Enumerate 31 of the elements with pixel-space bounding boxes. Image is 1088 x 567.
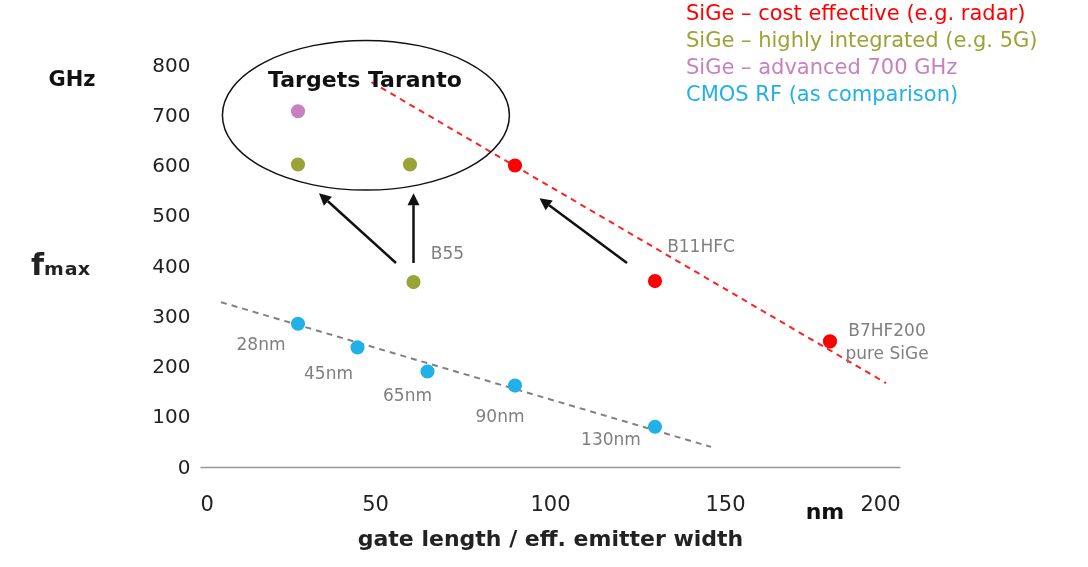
- annotation: Targets Taranto: [268, 67, 462, 92]
- x-axis-title: gate length / eff. emitter width: [357, 525, 744, 551]
- y-tick-label: 600: [152, 153, 191, 177]
- y-axis-title: fₘₐₓ: [30, 246, 91, 282]
- annotation: B11HFC: [667, 236, 735, 257]
- y-tick-label: 200: [152, 354, 191, 378]
- x-tick-label: 150: [705, 491, 746, 516]
- text: SiGe – highly integrated (e.g. 5G): [686, 27, 1038, 52]
- y-tick-label: 300: [152, 303, 191, 328]
- text: CMOS RF (as comparison): [686, 81, 959, 106]
- annotation: B7HF200 pure SiGe: [845, 320, 929, 364]
- text: SiGe – cost effective (e.g. radar): [686, 0, 1026, 25]
- annotation: 130nm: [581, 428, 641, 449]
- y-tick-label: 800: [152, 52, 191, 77]
- y-tick-label: 0: [177, 454, 191, 479]
- text: SiGe – advanced 700 GHz: [686, 54, 958, 79]
- y-tick-label: 100: [152, 404, 191, 429]
- annotation: 65nm: [383, 384, 432, 405]
- annotation: 28nm: [236, 333, 286, 354]
- y-tick-label: 500: [152, 203, 191, 228]
- x-tick-label: 100: [530, 491, 571, 516]
- text: nm: [805, 499, 845, 524]
- x-tick-label: 0: [200, 491, 214, 516]
- y-tick-label: 700: [152, 102, 191, 127]
- x-tick-label: 200: [860, 491, 901, 516]
- text: GHz: [48, 67, 96, 91]
- annotation: 90nm: [475, 405, 525, 426]
- x-tick-label: 50: [362, 491, 389, 516]
- annotation: 45nm: [304, 363, 353, 384]
- y-tick-label: 400: [152, 253, 191, 278]
- annotation: B55: [430, 243, 465, 264]
